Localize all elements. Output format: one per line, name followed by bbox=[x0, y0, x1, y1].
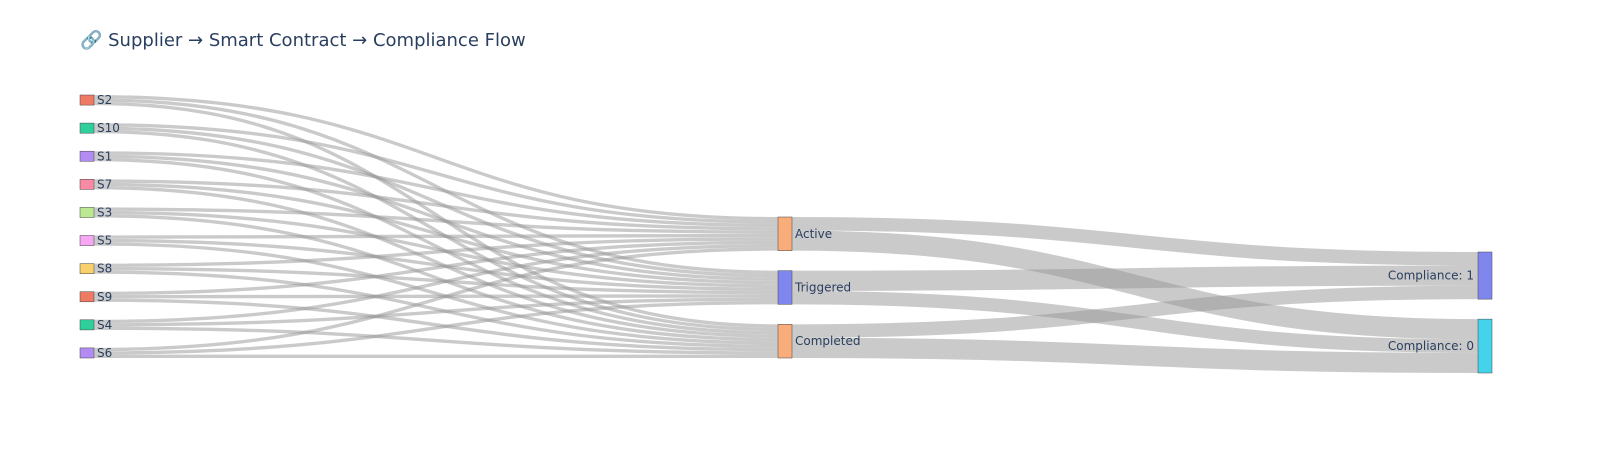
link-S3-Completed[interactable] bbox=[93, 214, 779, 342]
node-C1[interactable] bbox=[1477, 251, 1493, 300]
link-S9-Triggered[interactable] bbox=[93, 294, 779, 299]
link-S2-Completed[interactable] bbox=[93, 101, 779, 328]
node-S4[interactable] bbox=[79, 319, 95, 331]
link-S5-Triggered[interactable] bbox=[93, 238, 779, 291]
sankey-nodes: S2 S10 S1 S7 S3 S5 S8 S9 S4 S6 Active Triggered Comp… bbox=[79, 93, 1493, 374]
link-S2-Triggered[interactable] bbox=[93, 98, 779, 275]
link-S3-Active[interactable] bbox=[93, 207, 779, 234]
link-Triggered-C1[interactable] bbox=[791, 265, 1479, 291]
link-S1-Completed[interactable] bbox=[93, 157, 779, 335]
node-label-C1: Compliance: 1 bbox=[1388, 269, 1474, 283]
node-S3[interactable] bbox=[79, 207, 95, 218]
node-label-S5: S5 bbox=[97, 234, 112, 248]
node-S1[interactable] bbox=[79, 150, 95, 162]
node-label-Active: Active bbox=[795, 227, 832, 241]
node-label-S2: S2 bbox=[97, 93, 112, 107]
link-S10-Completed[interactable] bbox=[93, 129, 779, 332]
node-Active[interactable] bbox=[777, 216, 793, 251]
link-S9-Active[interactable] bbox=[93, 240, 779, 296]
link-S8-Completed[interactable] bbox=[93, 270, 779, 348]
link-Completed-C0[interactable] bbox=[791, 337, 1479, 373]
link-S5-Active[interactable] bbox=[93, 233, 779, 239]
node-label-S8: S8 bbox=[97, 262, 112, 276]
node-S7[interactable] bbox=[79, 179, 95, 190]
node-label-S3: S3 bbox=[97, 205, 112, 219]
link-S4-Active[interactable] bbox=[93, 243, 779, 324]
node-label-Triggered: Triggered bbox=[794, 281, 851, 295]
link-S4-Completed[interactable] bbox=[93, 326, 779, 355]
link-Completed-C1[interactable] bbox=[791, 285, 1479, 338]
node-S9[interactable] bbox=[79, 291, 95, 303]
link-S10-Triggered[interactable] bbox=[93, 126, 779, 278]
link-S7-Completed[interactable] bbox=[93, 186, 779, 338]
link-S1-Active[interactable] bbox=[93, 151, 779, 228]
link-S10-Active[interactable] bbox=[93, 123, 779, 224]
node-label-C0: Compliance: 0 bbox=[1388, 339, 1474, 353]
link-Triggered-C0[interactable] bbox=[791, 290, 1479, 353]
node-label-S1: S1 bbox=[97, 149, 112, 163]
link-S2-Active[interactable] bbox=[93, 94, 779, 221]
node-S5[interactable] bbox=[79, 235, 95, 246]
link-S8-Active[interactable] bbox=[93, 237, 779, 267]
link-S7-Active[interactable] bbox=[93, 179, 779, 231]
link-Active-C1[interactable] bbox=[791, 216, 1479, 266]
node-S6[interactable] bbox=[79, 347, 95, 359]
node-label-S9: S9 bbox=[97, 290, 112, 304]
node-S10[interactable] bbox=[79, 122, 95, 134]
node-S8[interactable] bbox=[79, 263, 95, 274]
link-S7-Triggered[interactable] bbox=[93, 182, 779, 285]
link-S6-Triggered[interactable] bbox=[93, 300, 779, 355]
node-S2[interactable] bbox=[79, 94, 95, 106]
node-label-S7: S7 bbox=[97, 177, 112, 191]
node-Completed[interactable] bbox=[777, 324, 793, 359]
chart-title: 🔗 Supplier → Smart Contract → Compliance… bbox=[80, 30, 526, 51]
node-label-S4: S4 bbox=[97, 318, 112, 332]
link-S1-Triggered[interactable] bbox=[93, 154, 779, 281]
link-S6-Active[interactable] bbox=[93, 247, 779, 352]
link-S5-Completed[interactable] bbox=[93, 242, 779, 345]
link-S8-Triggered[interactable] bbox=[93, 266, 779, 295]
link-S3-Triggered[interactable] bbox=[93, 210, 779, 288]
node-label-S6: S6 bbox=[97, 346, 112, 360]
sankey-links bbox=[93, 94, 1479, 373]
link-S4-Triggered[interactable] bbox=[93, 297, 779, 327]
node-Triggered[interactable] bbox=[777, 270, 793, 305]
node-C0[interactable] bbox=[1477, 318, 1493, 374]
node-label-S10: S10 bbox=[97, 121, 120, 135]
link-S9-Completed[interactable] bbox=[93, 298, 779, 352]
node-label-Completed: Completed bbox=[795, 334, 860, 348]
